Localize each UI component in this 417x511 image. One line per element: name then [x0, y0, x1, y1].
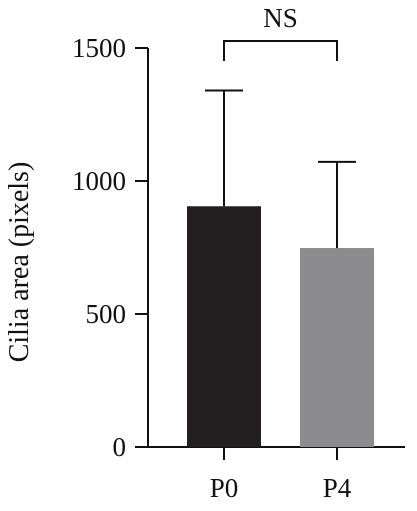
y-tick-label: 500 — [86, 299, 127, 329]
x-axis: P0 P4 — [148, 446, 405, 503]
y-tick-label: 0 — [113, 432, 127, 462]
error-bars — [205, 89, 356, 249]
x-tick-label-p0: P0 — [210, 473, 239, 503]
y-tick-label: 1000 — [72, 166, 126, 196]
y-axis: 0 500 1000 1500 — [72, 33, 149, 462]
x-tick-label-p4: P4 — [323, 473, 352, 503]
significance-label: NS — [263, 3, 298, 33]
significance-bracket — [223, 40, 338, 61]
y-tick-label: 1500 — [72, 33, 126, 63]
significance-annotation: NS — [223, 3, 338, 61]
bar-p4 — [300, 248, 374, 447]
bar-p0 — [187, 206, 261, 447]
y-axis-label: Cilia area (pixels) — [4, 162, 35, 363]
bars — [187, 206, 374, 447]
